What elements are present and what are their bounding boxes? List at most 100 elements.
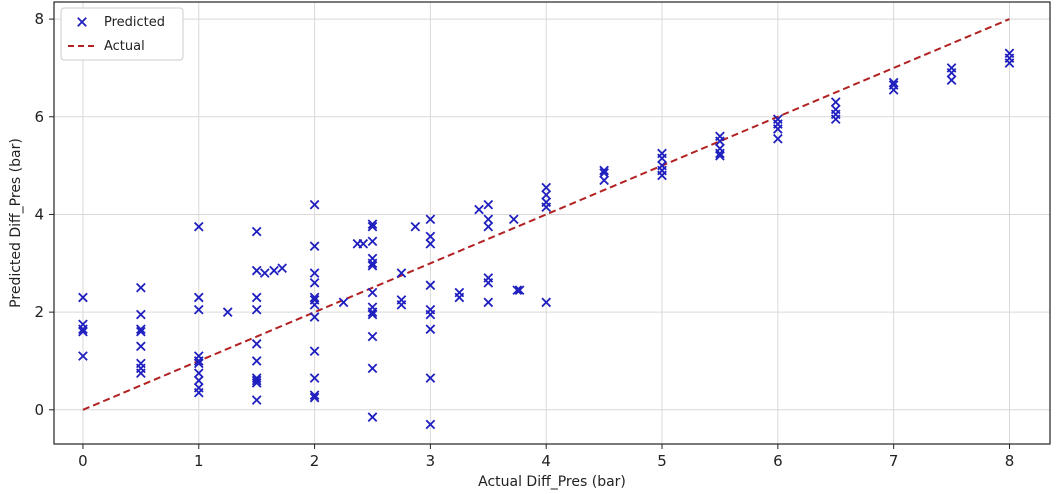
y-axis-label: Predicted Diff_Pres (bar): [8, 138, 24, 308]
predicted-point: [483, 277, 494, 288]
predicted-point: [830, 97, 841, 107]
predicted-point: [251, 375, 262, 386]
actual-line-layer: [82, 18, 1010, 411]
predicted-point: [512, 285, 523, 295]
predicted-point: [193, 356, 204, 366]
predicted-point: [367, 260, 378, 271]
predicted-point: [425, 373, 436, 383]
predicted-point: [136, 341, 146, 352]
predicted-point: [309, 277, 320, 288]
predicted-point: [251, 304, 262, 315]
x-tick-label: 4: [541, 452, 551, 470]
predicted-point: [396, 268, 407, 278]
x-tick-label: 8: [1005, 452, 1015, 470]
predicted-point: [508, 214, 519, 225]
y-tick-label: 8: [34, 10, 44, 28]
predicted-point: [309, 268, 320, 278]
predicted-point: [251, 378, 262, 388]
predicted-point: [454, 292, 465, 303]
predicted-point: [193, 304, 204, 315]
predicted-point: [425, 324, 436, 335]
grid: [54, 2, 1050, 444]
predicted-point: [474, 204, 484, 215]
predicted-point: [425, 280, 436, 291]
predicted-point: [136, 368, 146, 379]
predicted-point: [251, 395, 262, 405]
predicted-point: [309, 299, 320, 310]
legend-predicted-label: Predicted: [104, 15, 165, 30]
predicted-point: [193, 358, 204, 369]
predicted-point: [425, 419, 436, 430]
predicted-point: [251, 339, 262, 349]
x-tick-label: 1: [194, 452, 204, 470]
predicted-point: [309, 312, 320, 322]
predicted-point: [136, 326, 146, 337]
x-tick-label: 5: [657, 452, 667, 470]
predicted-point: [425, 238, 436, 249]
predicted-point: [657, 153, 667, 164]
predicted-point: [259, 268, 270, 278]
predicted-point: [251, 226, 262, 237]
predicted-point: [251, 292, 262, 303]
predicted-point: [367, 331, 378, 342]
predicted-point: [309, 199, 320, 210]
predicted-point: [514, 285, 525, 295]
predicted-point: [541, 297, 552, 308]
legend: Predicted Actual: [60, 7, 184, 61]
predicted-point: [193, 387, 204, 398]
predicted-point: [483, 297, 494, 308]
predicted-point: [946, 67, 957, 78]
y-tick-label: 0: [34, 401, 44, 419]
predicted-point: [78, 324, 88, 335]
x-tick-label: 0: [78, 452, 88, 470]
predicted-point: [251, 356, 262, 366]
predicted-point: [773, 133, 783, 144]
predicted-point: [367, 307, 378, 317]
predicted-point: [888, 85, 899, 95]
legend-actual-label: Actual: [104, 39, 145, 54]
predicted-point: [193, 292, 204, 303]
predicted-point: [309, 346, 320, 357]
y-axis-ticks: 0 2 4 6 8: [34, 10, 54, 419]
predicted-point: [715, 136, 725, 147]
predicted-point: [1004, 58, 1015, 68]
predicted-point: [367, 219, 378, 230]
predicted-point: [367, 236, 378, 247]
predicted-point: [367, 258, 378, 269]
predicted-point: [396, 299, 407, 310]
legend-x-marker: [77, 17, 87, 27]
predicted-point: [946, 75, 957, 85]
predicted-point: [367, 287, 378, 298]
predicted-point: [358, 238, 369, 249]
predicted-point: [773, 124, 783, 134]
x-tick-label: 2: [310, 452, 320, 470]
y-tick-label: 2: [34, 303, 44, 321]
predicted-point: [309, 292, 320, 303]
y-tick-label: 6: [34, 108, 44, 126]
predicted-point: [78, 292, 88, 303]
x-tick-label: 6: [773, 452, 783, 470]
predicted-point: [715, 148, 725, 159]
plot-frame: [53, 1, 1051, 445]
predicted-point: [309, 392, 320, 403]
predicted-point: [269, 265, 279, 276]
predicted-point: [657, 170, 667, 181]
predicted-points: [78, 48, 1015, 430]
predicted-point: [483, 221, 494, 232]
predicted-point: [193, 368, 204, 379]
predicted-point: [410, 221, 421, 232]
x-tick-label: 3: [426, 452, 436, 470]
predicted-point: [367, 221, 378, 232]
y-tick-label: 4: [34, 205, 44, 223]
predicted-point: [338, 297, 349, 308]
predicted-point: [277, 263, 287, 274]
predicted-point: [483, 199, 494, 210]
predicted-point: [367, 363, 378, 374]
predicted-point: [830, 114, 841, 125]
predicted-point: [483, 214, 494, 225]
x-tick-label: 7: [889, 452, 899, 470]
predicted-point: [136, 309, 146, 320]
predicted-point: [599, 175, 609, 186]
predicted-point: [193, 221, 204, 232]
predicted-point: [136, 324, 146, 335]
